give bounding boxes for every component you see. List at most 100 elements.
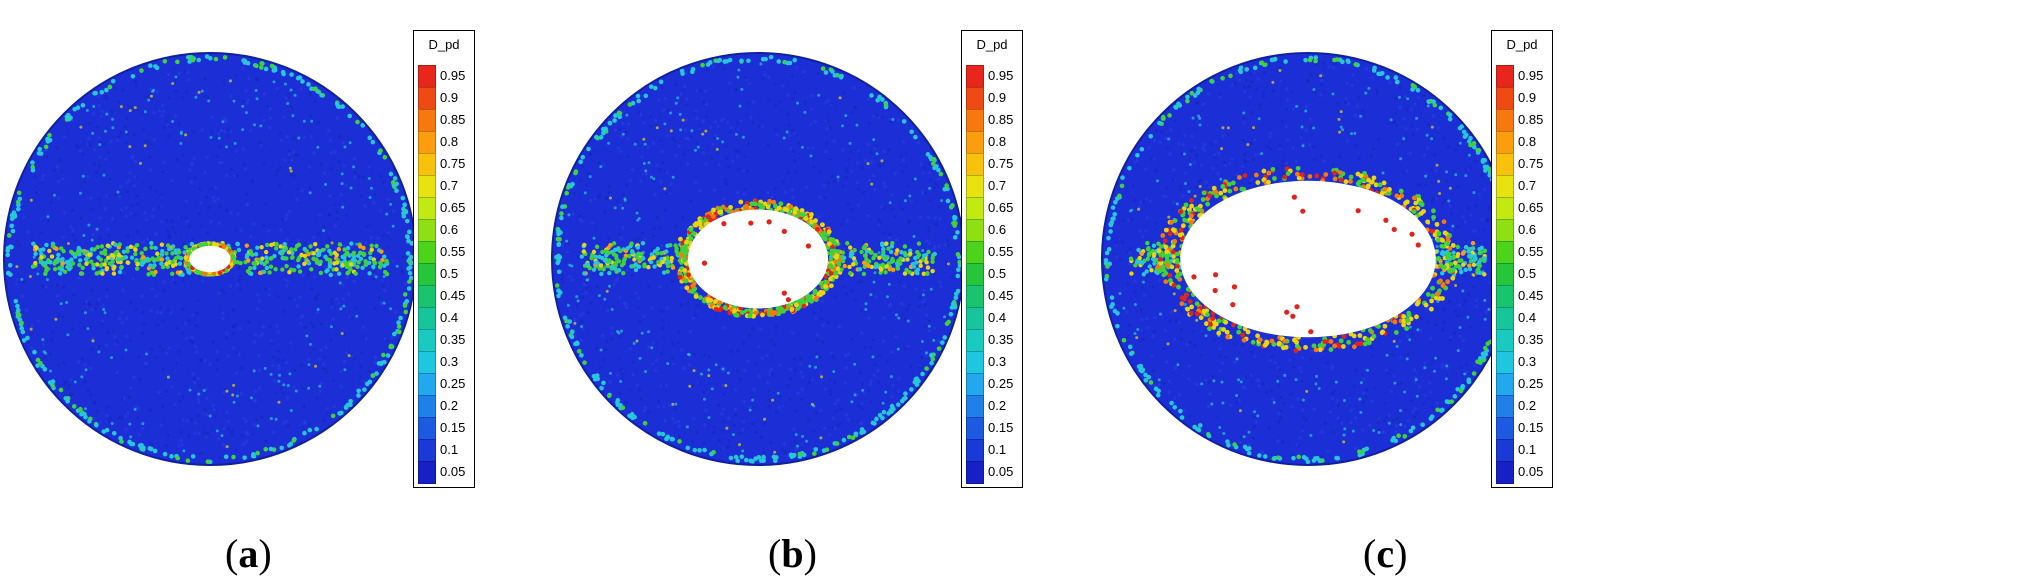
legend-swatch	[418, 373, 436, 396]
legend-color-bar	[418, 65, 436, 484]
legend-tick-label: 0.35	[988, 332, 1014, 347]
legend-swatch	[966, 197, 984, 220]
legend-swatch	[1496, 307, 1514, 330]
legend-swatch	[966, 65, 984, 88]
disk-b	[551, 52, 965, 466]
legend-tick-label: 0.65	[440, 200, 466, 215]
crack-hole	[1180, 180, 1436, 338]
legend-swatch	[966, 285, 984, 308]
legend-tick-label: 0.8	[988, 134, 1007, 149]
legend-swatch	[418, 285, 436, 308]
legend-tick-label: 0.55	[440, 244, 466, 259]
legend-swatch	[1496, 219, 1514, 242]
legend-swatch	[1496, 87, 1514, 110]
legend-swatch	[418, 153, 436, 176]
legend-tick-labels: 0.95 0.9 0.85 0.8 0.75 0.7 0.65 0.6 0.55 0.5 0.45 0…	[440, 65, 474, 483]
legend-swatch	[966, 241, 984, 264]
legend-swatch	[418, 263, 436, 286]
legend-swatch	[966, 395, 984, 418]
colorbar-legend-a: D_pd 0.95 0.9 0.85 0.8 0.75 0.7 0.65 0.6 0.55 0.5…	[413, 30, 475, 488]
legend-swatch	[1496, 109, 1514, 132]
panel-a: D_pd 0.95 0.9 0.85 0.8 0.75 0.7 0.65 0.6 0.55 0.5…	[0, 0, 675, 579]
legend-tick-label: 0.15	[988, 420, 1014, 435]
legend-swatch	[418, 461, 436, 484]
legend-tick-label: 0.4	[1518, 310, 1537, 325]
legend-title: D_pd	[1506, 37, 1538, 52]
legend-swatch	[1496, 285, 1514, 308]
legend-swatch	[1496, 461, 1514, 484]
legend-swatch	[966, 373, 984, 396]
colorbar-legend-c: D_pd 0.95 0.9 0.85 0.8 0.75 0.7 0.65 0.6 0.55 0.5…	[1491, 30, 1553, 488]
legend-tick-label: 0.15	[440, 420, 466, 435]
legend-swatch	[418, 197, 436, 220]
caption-c: (c)	[1363, 531, 1408, 576]
legend-swatch	[418, 87, 436, 110]
legend-tick-label: 0.5	[988, 266, 1007, 281]
legend-tick-label: 0.2	[988, 398, 1007, 413]
legend-tick-label: 0.05	[440, 464, 466, 479]
legend-tick-label: 0.25	[1518, 376, 1544, 391]
legend-tick-labels: 0.95 0.9 0.85 0.8 0.75 0.7 0.65 0.6 0.55 0.5 0.45 0…	[988, 65, 1022, 483]
legend-tick-label: 0.45	[988, 288, 1014, 303]
legend-swatch	[418, 175, 436, 198]
legend-tick-label: 0.25	[440, 376, 466, 391]
legend-swatch	[966, 461, 984, 484]
legend-swatch	[1496, 175, 1514, 198]
legend-tick-label: 0.2	[1518, 398, 1537, 413]
legend-tick-label: 0.75	[1518, 156, 1544, 171]
legend-swatch	[1496, 131, 1514, 154]
legend-tick-label: 0.95	[1518, 68, 1544, 83]
legend-swatch	[966, 153, 984, 176]
legend-tick-label: 0.15	[1518, 420, 1544, 435]
legend-swatch	[418, 329, 436, 352]
legend-color-bar	[966, 65, 984, 484]
legend-tick-label: 0.55	[1518, 244, 1544, 259]
legend-swatch	[1496, 439, 1514, 462]
legend-tick-label: 0.95	[440, 68, 466, 83]
crack-hole	[189, 245, 231, 273]
legend-tick-label: 0.85	[988, 112, 1014, 127]
legend-swatch	[966, 417, 984, 440]
legend-swatch	[418, 307, 436, 330]
legend-swatch	[418, 241, 436, 264]
legend-swatch	[966, 109, 984, 132]
legend-tick-label: 0.5	[440, 266, 459, 281]
legend-tick-label: 0.05	[1518, 464, 1544, 479]
legend-swatch	[1496, 241, 1514, 264]
legend-tick-label: 0.4	[440, 310, 459, 325]
legend-swatch	[966, 175, 984, 198]
legend-tick-label: 0.3	[440, 354, 459, 369]
legend-swatch	[418, 417, 436, 440]
legend-swatch	[418, 109, 436, 132]
legend-swatch	[1496, 395, 1514, 418]
legend-tick-label: 0.25	[988, 376, 1014, 391]
legend-swatch	[1496, 351, 1514, 374]
legend-swatch	[966, 131, 984, 154]
legend-tick-label: 0.85	[1518, 112, 1544, 127]
legend-tick-label: 0.1	[1518, 442, 1537, 457]
legend-tick-label: 0.8	[1518, 134, 1537, 149]
legend-tick-label: 0.1	[988, 442, 1007, 457]
legend-tick-label: 0.2	[440, 398, 459, 413]
legend-tick-label: 0.45	[440, 288, 466, 303]
legend-swatch	[966, 307, 984, 330]
crack-hole	[687, 209, 829, 309]
legend-tick-label: 0.6	[988, 222, 1007, 237]
legend-swatch	[1496, 329, 1514, 352]
legend-tick-labels: 0.95 0.9 0.85 0.8 0.75 0.7 0.65 0.6 0.55 0.5 0.45 0…	[1518, 65, 1552, 483]
legend-tick-label: 0.9	[440, 90, 459, 105]
legend-swatch	[966, 87, 984, 110]
legend-tick-label: 0.95	[988, 68, 1014, 83]
legend-tick-label: 0.7	[1518, 178, 1537, 193]
legend-swatch	[1496, 417, 1514, 440]
legend-tick-label: 0.65	[1518, 200, 1544, 215]
legend-tick-label: 0.85	[440, 112, 466, 127]
legend-tick-label: 0.75	[440, 156, 466, 171]
legend-tick-label: 0.55	[988, 244, 1014, 259]
panel-b: D_pd 0.95 0.9 0.85 0.8 0.75 0.7 0.65 0.6 0.55 0.5…	[548, 0, 1223, 579]
caption-a: (a)	[225, 531, 272, 576]
legend-swatch	[1496, 153, 1514, 176]
legend-swatch	[966, 219, 984, 242]
legend-title: D_pd	[976, 37, 1008, 52]
legend-title: D_pd	[428, 37, 460, 52]
